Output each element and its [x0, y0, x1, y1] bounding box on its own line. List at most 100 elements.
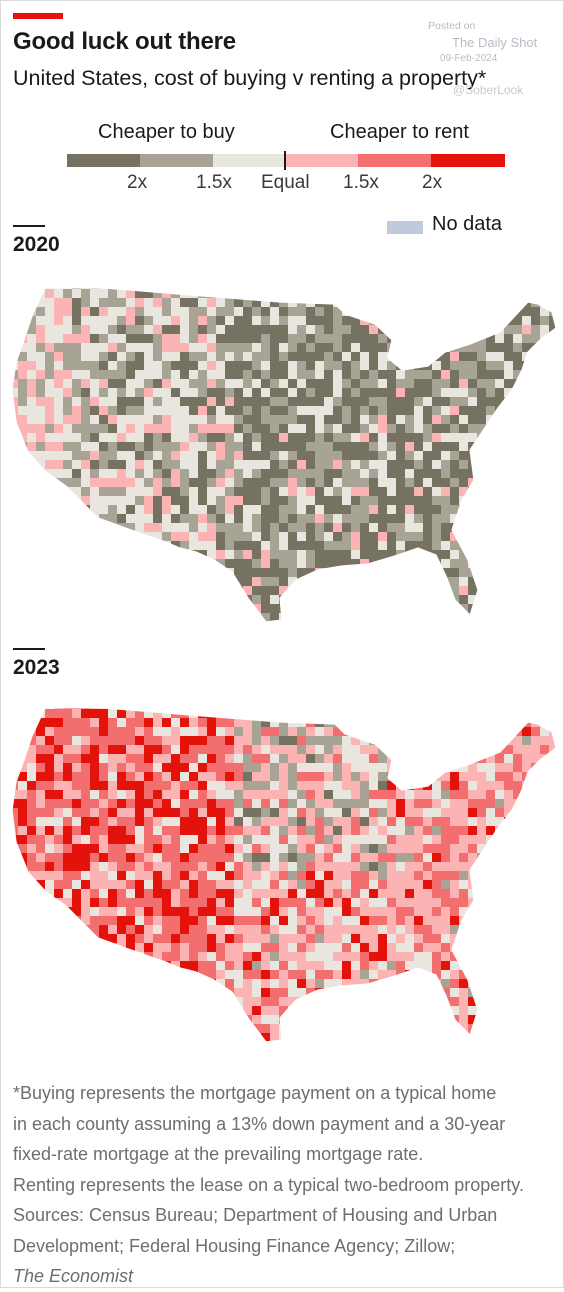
county-cell — [63, 361, 73, 371]
county-cell — [117, 790, 127, 800]
county-cell — [360, 595, 370, 605]
county-cell — [270, 1006, 280, 1016]
county-cell — [306, 379, 316, 389]
county-cell — [459, 370, 469, 380]
county-cell — [459, 763, 469, 773]
county-cell — [558, 844, 564, 854]
county-cell — [387, 907, 397, 917]
county-cell — [225, 871, 235, 881]
county-cell — [315, 853, 325, 863]
county-cell — [45, 808, 55, 818]
county-cell — [387, 586, 397, 596]
county-cell — [486, 288, 496, 290]
county-cell — [0, 379, 10, 389]
county-cell — [306, 826, 316, 836]
county-cell — [90, 343, 100, 353]
county-cell — [504, 934, 514, 944]
county-cell — [306, 289, 316, 299]
county-cell — [216, 388, 226, 398]
county-cell — [117, 772, 127, 782]
county-cell — [441, 514, 451, 524]
county-cell — [12, 880, 19, 890]
county-cell — [531, 487, 541, 497]
county-cell — [558, 487, 564, 497]
county-cell — [486, 424, 496, 434]
county-cell — [45, 388, 55, 398]
county-cell — [54, 961, 64, 971]
county-cell — [360, 433, 370, 443]
county-cell — [72, 718, 82, 728]
county-cell — [450, 487, 460, 497]
county-cell — [558, 754, 564, 764]
county-cell — [99, 469, 109, 479]
county-cell — [342, 781, 352, 791]
county-cell — [495, 415, 505, 425]
county-cell — [243, 406, 253, 416]
county-cell — [0, 460, 10, 470]
county-cell — [414, 871, 424, 881]
county-cell — [486, 406, 496, 416]
county-cell — [486, 763, 496, 773]
county-cell — [522, 1024, 532, 1034]
county-cell — [324, 871, 334, 881]
county-cell — [360, 370, 370, 380]
county-cell — [306, 1042, 316, 1050]
county-cell — [90, 505, 100, 515]
county-cell — [333, 586, 343, 596]
county-cell — [108, 622, 118, 630]
county-cell — [468, 853, 478, 863]
county-cell — [216, 496, 226, 506]
county-cell — [63, 1033, 73, 1042]
county-cell — [360, 523, 370, 533]
county-cell — [108, 961, 118, 971]
county-cell — [351, 970, 361, 980]
county-cell — [162, 568, 172, 578]
county-cell — [297, 397, 307, 407]
county-cell — [36, 352, 46, 362]
county-cell — [189, 361, 199, 371]
county-cell — [396, 709, 406, 719]
county-cell — [360, 289, 370, 299]
county-cell — [360, 1042, 370, 1050]
county-cell — [261, 853, 271, 863]
county-cell — [171, 781, 181, 791]
county-cell — [126, 826, 136, 836]
county-cell — [441, 316, 451, 326]
county-cell — [486, 853, 496, 863]
county-cell — [414, 907, 424, 917]
county-cell — [72, 835, 82, 845]
county-cell — [558, 853, 564, 863]
county-cell — [117, 934, 127, 944]
county-cell — [54, 523, 64, 533]
county-cell — [432, 880, 442, 890]
county-cell — [423, 772, 433, 782]
county-cell — [225, 916, 235, 926]
county-cell — [351, 1042, 361, 1050]
county-cell — [234, 817, 244, 827]
county-cell — [99, 550, 109, 560]
county-cell — [369, 523, 379, 533]
county-cell — [216, 1015, 226, 1025]
county-cell — [189, 577, 199, 587]
county-cell — [378, 763, 388, 773]
county-cell — [441, 586, 451, 596]
county-cell — [171, 397, 181, 407]
county-cell — [495, 1042, 505, 1050]
county-cell — [225, 772, 235, 782]
county-cell — [414, 379, 424, 389]
county-cell — [144, 514, 154, 524]
county-cell — [360, 745, 370, 755]
county-cell — [279, 880, 289, 890]
county-cell — [225, 316, 235, 326]
county-cell — [315, 898, 325, 908]
county-cell — [90, 862, 100, 872]
county-cell — [522, 307, 532, 317]
county-cell — [126, 442, 136, 452]
county-cell — [477, 568, 487, 578]
county-cell — [81, 586, 91, 596]
county-cell — [450, 844, 460, 854]
county-cell — [261, 577, 271, 587]
county-cell — [45, 622, 55, 630]
county-cell — [369, 469, 379, 479]
county-cell — [252, 708, 262, 710]
